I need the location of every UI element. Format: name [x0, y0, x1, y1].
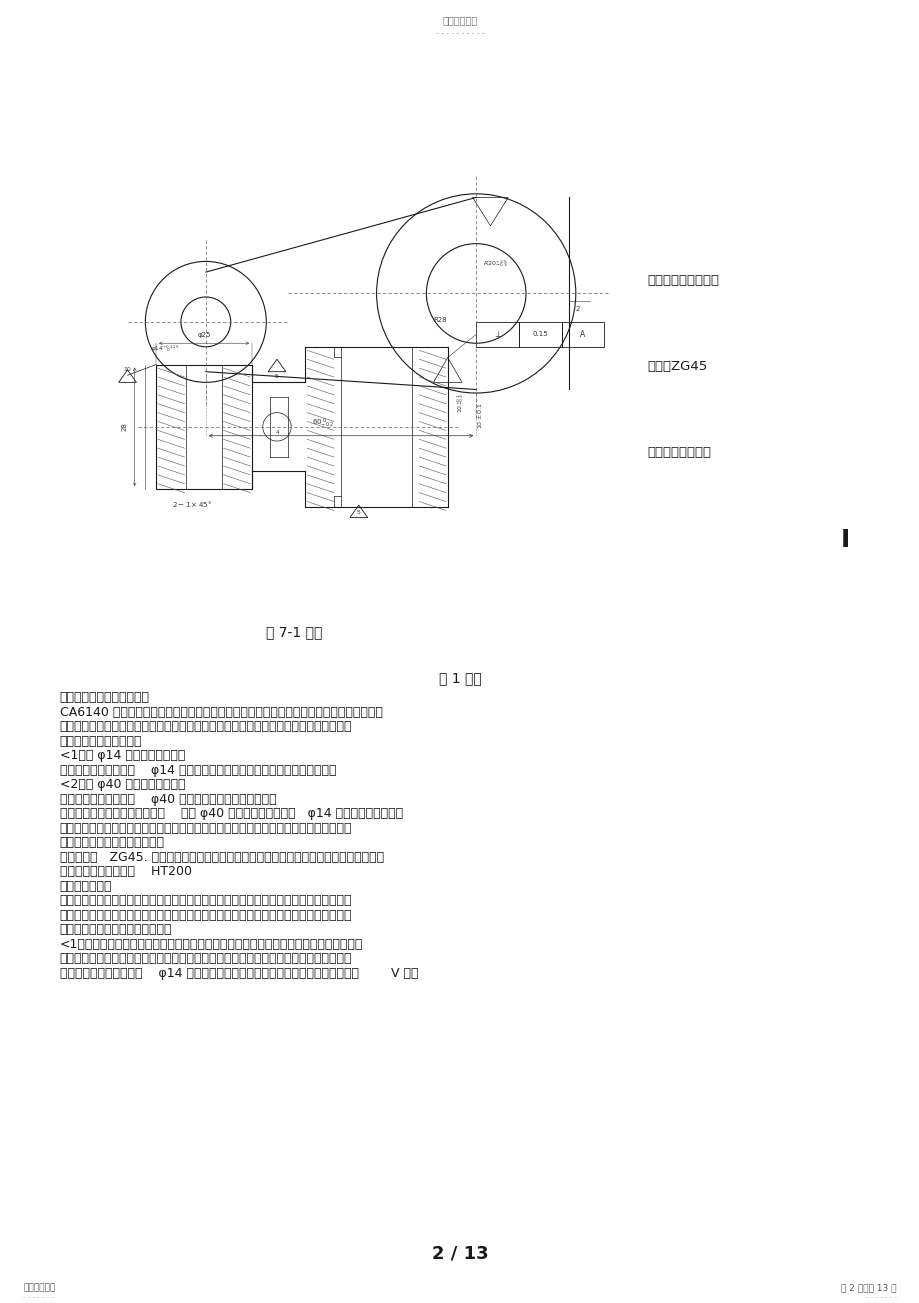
Text: $2-1\times45°$: $2-1\times45°$: [172, 499, 211, 509]
Text: φ14$^{+0.115}_{\ \ \ 0}$: φ14$^{+0.115}_{\ \ \ 0}$: [151, 343, 179, 354]
Text: 铸为一体，加工时分开。: 铸为一体，加工时分开。: [60, 735, 142, 748]
Text: 三、基面的选择: 三、基面的选择: [60, 880, 112, 893]
Text: 保证，生产率得以提高。否则，加工工艺过程中回问题百出，更有甚者，还会造成零件的: 保证，生产率得以提高。否则，加工工艺过程中回问题百出，更有甚者，还会造成零件的: [60, 909, 352, 921]
Text: 工表面的工件，则应以与加工表面要求相对位置精度较高的不加工表面作粗基准。根据这: 工表面的工件，则应以与加工表面要求相对位置精度较高的不加工表面作粗基准。根据这: [60, 952, 352, 966]
Text: 由上面分析可知，加工时应先加工一组表面，再以这组加工后表面为基准加工另外一组。: 由上面分析可知，加工时应先加工一组表面，再以这组加工后表面为基准加工另外一组。: [60, 822, 352, 835]
Bar: [156, 365, 252, 489]
Text: - - - - - - -: - - - - - - -: [23, 1294, 54, 1300]
Text: - - - - - - -: - - - - - - -: [865, 1294, 896, 1300]
Bar: [561, 322, 604, 347]
Text: 零件名称：车床拨叉: 零件名称：车床拨叉: [647, 274, 719, 287]
Text: 材料：ZG45: 材料：ZG45: [647, 360, 707, 373]
Text: 10: 10: [123, 366, 131, 371]
Text: 第 2 页，共 13 页: 第 2 页，共 13 页: [841, 1283, 896, 1293]
Text: <1）粗基准的选择。对于零件而言，尽可能选择不加工表面为粗基准。而对有若干个不加: <1）粗基准的选择。对于零件而言，尽可能选择不加工表面为粗基准。而对有若干个不加: [60, 938, 363, 951]
Text: 个基准选择原则，现选取    φ14 孔的不加工外轮廓表面作为粗基准，利用一组共两块        V 形块: 个基准选择原则，现选取 φ14 孔的不加工外轮廓表面作为粗基准，利用一组共两块 …: [60, 967, 418, 980]
Text: $10\pm0.1$: $10\pm0.1$: [476, 401, 483, 429]
Text: 这一组加工表面包括：    φ14 的孔，以及其上下端面，上端面与孔有位置要求: 这一组加工表面包括： φ14 的孔，以及其上下端面，上端面与孔有位置要求: [60, 764, 336, 777]
Text: <1）以 φ14 为中心的加工表面: <1）以 φ14 为中心的加工表面: [60, 749, 185, 762]
Text: 0.15: 0.15: [532, 331, 548, 337]
Text: 一、分析零件工艺结构性：: 一、分析零件工艺结构性：: [60, 692, 150, 705]
Text: 28: 28: [121, 422, 127, 431]
Text: CA6140 车床的拨叉。它位于车床变速机构中，主要起换档，使主轴回转运动按照工作者的: CA6140 车床的拨叉。它位于车床变速机构中，主要起换档，使主轴回转运动按照工…: [60, 706, 382, 719]
Text: 图 7-1 拨叉: 图 7-1 拨叉: [266, 625, 323, 640]
Text: 2: 2: [575, 306, 580, 313]
Text: ⊥: ⊥: [494, 330, 501, 339]
Text: A: A: [580, 330, 584, 339]
Text: 图 1 拨叉: 图 1 拨叉: [438, 671, 481, 685]
Text: R28: R28: [433, 317, 447, 323]
Text: $R20^{+2.5}_{-0.3}$: $R20^{+2.5}_{-0.3}$: [482, 258, 507, 268]
Text: 4: 4: [275, 430, 278, 435]
Text: 零件材料为   ZG45. 考虑零件在机床运行过程中所受冲击不大，零件结构又比较简单，故选: 零件材料为 ZG45. 考虑零件在机床运行过程中所受冲击不大，零件结构又比较简单…: [60, 851, 383, 864]
Text: 要求工作，获得所需的速度和扭矩的作用。通过上方的力拨动下方的齿轮变速。两件零件: 要求工作，获得所需的速度和扭矩的作用。通过上方的力拨动下方的齿轮变速。两件零件: [60, 721, 352, 734]
Text: 这一组加工表面包括：    φ40 的孔，以及其上下两个端面。: 这一组加工表面包括： φ40 的孔，以及其上下两个端面。: [60, 792, 276, 805]
Text: 生产纲领：中批。: 生产纲领：中批。: [647, 446, 711, 459]
Text: 2 / 13: 2 / 13: [431, 1244, 488, 1263]
Text: 基面选择是工艺规程设计中的重要工作之一。基面选择得正确与合理可以使加工质量得到: 基面选择是工艺规程设计中的重要工作之一。基面选择得正确与合理可以使加工质量得到: [60, 894, 352, 907]
Text: <2）以 φ40 为中心的加工表面: <2）以 φ40 为中心的加工表面: [60, 778, 185, 791]
Text: $60^{\ 0}_{-0.2}$: $60^{\ 0}_{-0.2}$: [312, 416, 334, 430]
Text: 这两组表面有一定的位置度要求    ，即 φ40 的孔上下两个端面与   φ14 的孔有垂直度要求。: 这两组表面有一定的位置度要求 ，即 φ40 的孔上下两个端面与 φ14 的孔有垂…: [60, 808, 403, 821]
Bar: [476, 322, 518, 347]
Text: I: I: [840, 528, 849, 551]
Text: 二、选用毛坯或明确来料状况：: 二、选用毛坯或明确来料状况：: [60, 837, 165, 850]
Text: 精选学习资料: 精选学习资料: [442, 16, 477, 26]
Text: 5: 5: [357, 511, 360, 516]
Text: $10^{+0.1}_{-0.3}$: $10^{+0.1}_{-0.3}$: [454, 392, 465, 413]
Text: 名师归纳总结: 名师归纳总结: [23, 1283, 55, 1293]
Text: 大批报废，是生产无法正常进行。: 大批报废，是生产无法正常进行。: [60, 924, 172, 937]
Bar: [518, 322, 561, 347]
Text: 择铸件毛坯。有的采用    HT200: 择铸件毛坯。有的采用 HT200: [60, 865, 191, 878]
Text: φ25: φ25: [198, 332, 210, 337]
Text: - - - - - - - - - -: - - - - - - - - - -: [435, 29, 484, 38]
Text: 5: 5: [275, 374, 278, 379]
